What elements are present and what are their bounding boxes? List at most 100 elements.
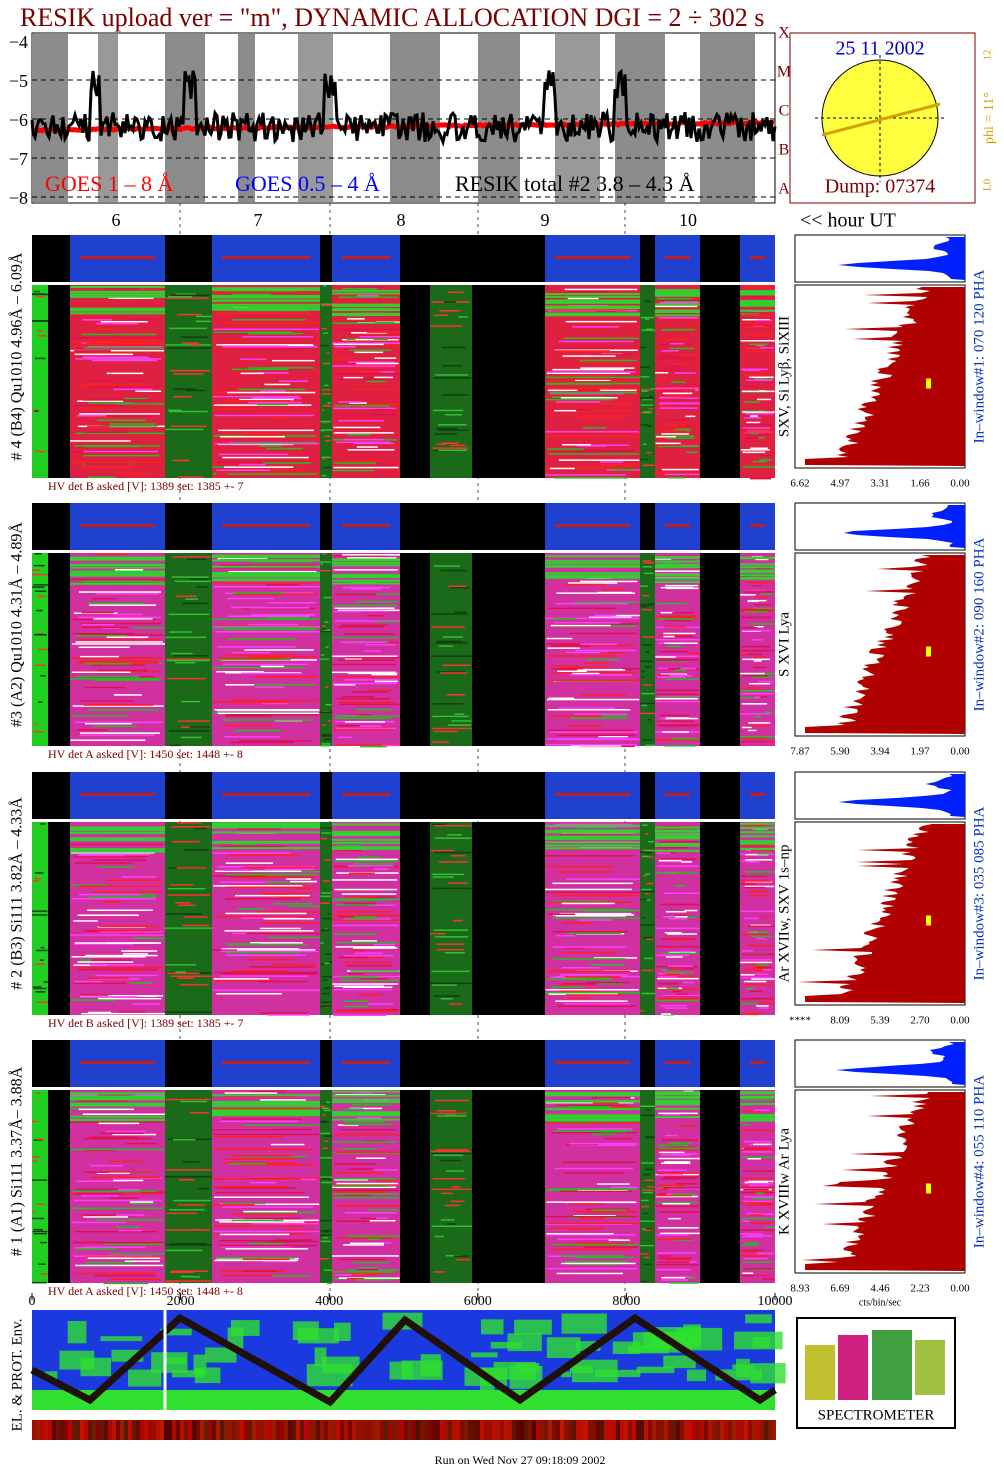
- count-row: [79, 893, 141, 896]
- count-row: [656, 1172, 699, 1174]
- count-row: [563, 922, 594, 924]
- count-row: [746, 423, 774, 426]
- env-blob: [561, 1313, 607, 1334]
- count-row: [760, 696, 768, 698]
- strip-line: [665, 793, 690, 796]
- env-blob: [231, 1320, 260, 1336]
- count-row: [112, 1133, 156, 1136]
- count-row: [641, 692, 655, 695]
- count-row: [661, 350, 679, 352]
- count-row: [662, 994, 700, 997]
- count-row: [36, 1138, 45, 1140]
- edge-row: [545, 847, 640, 850]
- count-row: [231, 319, 306, 321]
- count-row: [604, 1137, 632, 1140]
- edge-row: [655, 1101, 700, 1104]
- footer: Run on Wed Nov 27 09:18:09 2002: [435, 1453, 606, 1467]
- count-row: [78, 1108, 134, 1111]
- count-row: [177, 822, 202, 824]
- count-row: [568, 582, 618, 584]
- count-row: [550, 986, 584, 989]
- edge-row: [212, 554, 320, 557]
- count-row: [356, 446, 378, 448]
- count-row: [442, 394, 469, 396]
- count-row: [600, 461, 624, 463]
- count-row: [745, 853, 769, 856]
- edge-row: [545, 572, 640, 575]
- count-row: [32, 293, 45, 295]
- count-row: [554, 644, 636, 647]
- count-row: [569, 632, 637, 635]
- env-strip: [504, 1420, 508, 1440]
- count-row: [322, 724, 326, 726]
- segment: [70, 553, 165, 746]
- env-strip: [172, 1420, 176, 1440]
- count-row: [658, 1112, 698, 1115]
- edge-row: [212, 289, 320, 292]
- count-row: [239, 348, 302, 350]
- count-row: [112, 338, 158, 341]
- count-row: [354, 351, 383, 354]
- count-row: [546, 643, 590, 645]
- logo-e: [838, 1335, 868, 1400]
- count-row: [546, 1201, 635, 1203]
- count-row: [264, 395, 295, 397]
- count-row: [74, 862, 133, 864]
- count-row: [740, 594, 756, 596]
- env-strip: [540, 1420, 544, 1440]
- count-row: [640, 316, 655, 319]
- count-row: [320, 563, 323, 565]
- count-row: [32, 1156, 40, 1158]
- count-row: [80, 466, 135, 468]
- count-row: [253, 675, 317, 678]
- strip-line: [750, 524, 765, 527]
- count-row: [554, 1167, 633, 1170]
- env-strip: [212, 1420, 216, 1440]
- env-strip: [528, 1420, 532, 1440]
- count-row: [752, 935, 773, 937]
- count-row: [645, 666, 651, 668]
- count-row: [88, 1011, 111, 1014]
- count-row: [744, 1196, 772, 1198]
- count-row: [741, 1186, 775, 1189]
- edge-row: [740, 574, 775, 577]
- count-row: [321, 832, 332, 834]
- count-row: [640, 1253, 649, 1255]
- count-row: [320, 902, 330, 904]
- count-row: [81, 611, 114, 614]
- count-row: [658, 1184, 684, 1187]
- count-row: [666, 1146, 698, 1149]
- count-row: [547, 913, 576, 915]
- count-row: [551, 992, 638, 994]
- count-row: [251, 614, 316, 616]
- count-row: [646, 328, 653, 330]
- segment: [640, 822, 655, 1015]
- count-row: [99, 425, 158, 427]
- count-row: [195, 827, 207, 830]
- count-row: [655, 1269, 691, 1271]
- count-row: [170, 1271, 194, 1273]
- count-row: [655, 872, 699, 874]
- count-row: [185, 1276, 201, 1278]
- count-row: [321, 409, 325, 411]
- env-strip: [132, 1420, 136, 1440]
- count-row: [84, 1246, 146, 1248]
- count-row: [320, 658, 330, 660]
- count-row: [133, 937, 165, 939]
- count-row: [92, 597, 116, 600]
- count-row: [333, 466, 399, 469]
- pha-tick: 0.00: [950, 1015, 970, 1027]
- count-row: [546, 698, 640, 701]
- count-row: [641, 329, 655, 331]
- count-row: [742, 1170, 775, 1172]
- count-row: [748, 623, 775, 625]
- env-strip: [548, 1420, 552, 1440]
- count-row: [173, 1138, 196, 1141]
- count-row: [752, 676, 772, 678]
- count-row: [236, 876, 315, 878]
- edge-row: [212, 287, 320, 290]
- count-row: [36, 1092, 40, 1094]
- count-row: [267, 936, 320, 939]
- detector-label: # 2 (B3) Si111 3.82Å – 4.33Å: [8, 797, 26, 990]
- count-row: [81, 333, 157, 336]
